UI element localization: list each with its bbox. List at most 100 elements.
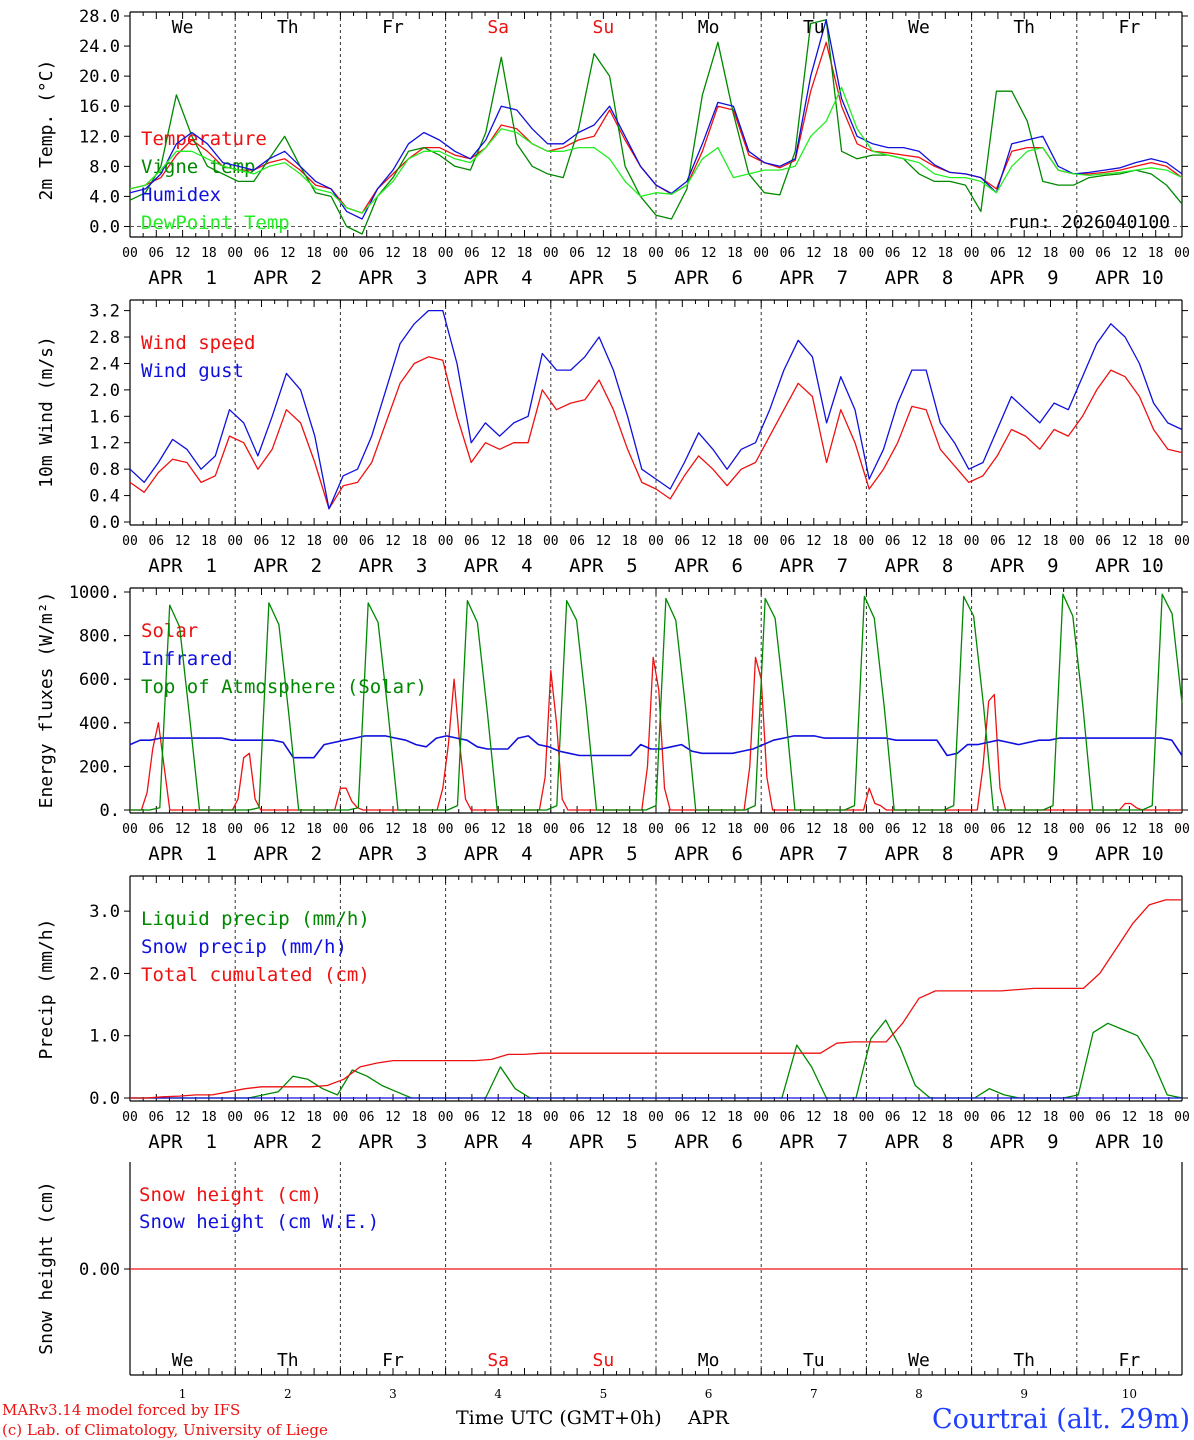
hour-tick-label: 00 (648, 246, 664, 261)
hour-tick-label: 18 (517, 246, 533, 261)
hour-tick-label: 18 (937, 822, 953, 837)
hour-tick-label: 00 (122, 1110, 138, 1125)
hour-tick-label: 06 (674, 534, 690, 549)
date-label: APR 3 (359, 267, 428, 289)
hour-tick-label: 00 (333, 822, 349, 837)
legend-entry: DewPoint Temp (141, 212, 290, 234)
hour-tick-label: 12 (175, 534, 191, 549)
hour-tick-label: 12 (596, 822, 612, 837)
y-tick-label: 0.00 (79, 1260, 120, 1280)
hour-tick-label: 12 (806, 1110, 822, 1125)
hour-tick-label: 18 (622, 822, 638, 837)
series-line-dewpoint-temp (129, 86, 1183, 214)
hour-tick-label: 00 (543, 246, 559, 261)
hour-tick-label: 18 (306, 246, 322, 261)
y-tick-label: 1.0 (89, 1027, 120, 1047)
y-axis-label: 10m Wind (m/s) (36, 336, 57, 488)
hour-tick-label: 06 (254, 1110, 270, 1125)
y-tick-label: 0.0 (89, 1089, 120, 1109)
hour-tick-label: 06 (148, 822, 164, 837)
y-tick-label: 0.0 (89, 217, 120, 237)
hour-tick-label: 06 (254, 534, 270, 549)
hour-tick-label: 18 (832, 534, 848, 549)
hour-tick-label: 18 (1148, 534, 1164, 549)
hour-tick-label: 00 (964, 1110, 980, 1125)
hour-tick-label: 12 (385, 822, 401, 837)
y-tick-label: 1000. (69, 583, 120, 603)
hour-tick-label: 06 (148, 1110, 164, 1125)
weekday-label: Th (277, 17, 299, 38)
hour-tick-label: 12 (1016, 534, 1032, 549)
hour-tick-label: 06 (885, 534, 901, 549)
date-label: APR 4 (464, 555, 533, 577)
hour-tick-label: 06 (569, 246, 585, 261)
hour-tick-label: 12 (596, 246, 612, 261)
date-label: APR 5 (569, 555, 638, 577)
hour-tick-label: 06 (359, 246, 375, 261)
hour-tick-label: 12 (911, 246, 927, 261)
hour-tick-label: 18 (201, 534, 217, 549)
hour-tick-label: 12 (385, 534, 401, 549)
legend-entry: Wind gust (141, 360, 244, 382)
weekday-label: We (172, 1350, 194, 1371)
y-tick-label: 28.0 (79, 7, 120, 27)
hour-tick-label: 00 (1069, 246, 1085, 261)
hour-tick-label: 18 (1043, 1110, 1059, 1125)
hour-tick-label: 18 (937, 1110, 953, 1125)
weekday-label: Fr (1119, 17, 1141, 38)
hour-tick-label: 00 (227, 822, 243, 837)
hour-tick-label: 00 (859, 246, 875, 261)
hour-tick-label: 12 (701, 1110, 717, 1125)
date-label: APR 9 (990, 843, 1059, 865)
y-axis-label: Energy fluxes (W/m²) (36, 592, 57, 809)
y-tick-label: 0.8 (89, 460, 120, 480)
hour-tick-label: 18 (937, 534, 953, 549)
hour-tick-label: 18 (411, 822, 427, 837)
date-label: APR 7 (779, 267, 848, 289)
weekday-label: Mo (698, 17, 720, 38)
hour-tick-label: 12 (806, 822, 822, 837)
date-label: APR 5 (569, 1131, 638, 1153)
hour-tick-label: 18 (937, 246, 953, 261)
day-number-label: 6 (705, 1387, 713, 1401)
hour-tick-label: 06 (254, 822, 270, 837)
legend-entry: Total cumulated (cm) (141, 964, 370, 986)
hour-tick-label: 00 (753, 246, 769, 261)
legend-entry: Vigne temp (141, 156, 255, 178)
day-number-label: 3 (389, 1387, 397, 1401)
hour-tick-label: 12 (280, 1110, 296, 1125)
hour-tick-label: 00 (1174, 822, 1190, 837)
y-tick-label: 200. (79, 757, 120, 777)
hour-tick-label: 12 (596, 534, 612, 549)
date-label: APR 10 (1095, 1131, 1164, 1153)
y-tick-label: 2.0 (89, 381, 120, 401)
hour-tick-label: 12 (1016, 822, 1032, 837)
meteogram-panels: 28.024.020.016.012.08.04.00.02m Temp. (°… (36, 7, 1190, 1401)
y-tick-label: 4.0 (89, 187, 120, 207)
hour-tick-label: 06 (359, 534, 375, 549)
hour-tick-label: 12 (385, 1110, 401, 1125)
weekday-label: Fr (1119, 1350, 1141, 1371)
hour-tick-label: 18 (517, 822, 533, 837)
hour-tick-label: 06 (990, 822, 1006, 837)
hour-tick-label: 06 (464, 534, 480, 549)
hour-tick-label: 06 (359, 822, 375, 837)
day-number-label: 4 (494, 1387, 502, 1401)
hour-tick-label: 18 (622, 1110, 638, 1125)
hour-tick-label: 06 (885, 246, 901, 261)
hour-tick-label: 12 (175, 1110, 191, 1125)
y-tick-label: 3.2 (89, 302, 120, 322)
date-label: APR 9 (990, 267, 1059, 289)
day-number-label: 5 (600, 1387, 608, 1401)
y-tick-label: 0. (100, 801, 120, 821)
weekday-label: Sa (487, 17, 509, 38)
hour-tick-label: 12 (280, 246, 296, 261)
station-label: Courtrai (alt. 29m) (932, 1404, 1190, 1435)
hour-tick-label: 06 (780, 1110, 796, 1125)
hour-tick-label: 18 (1148, 246, 1164, 261)
hour-tick-label: 00 (438, 534, 454, 549)
hour-tick-label: 00 (1174, 246, 1190, 261)
hour-tick-label: 00 (1174, 534, 1190, 549)
time-axis-month: APR (687, 1407, 730, 1429)
hour-tick-label: 06 (148, 534, 164, 549)
